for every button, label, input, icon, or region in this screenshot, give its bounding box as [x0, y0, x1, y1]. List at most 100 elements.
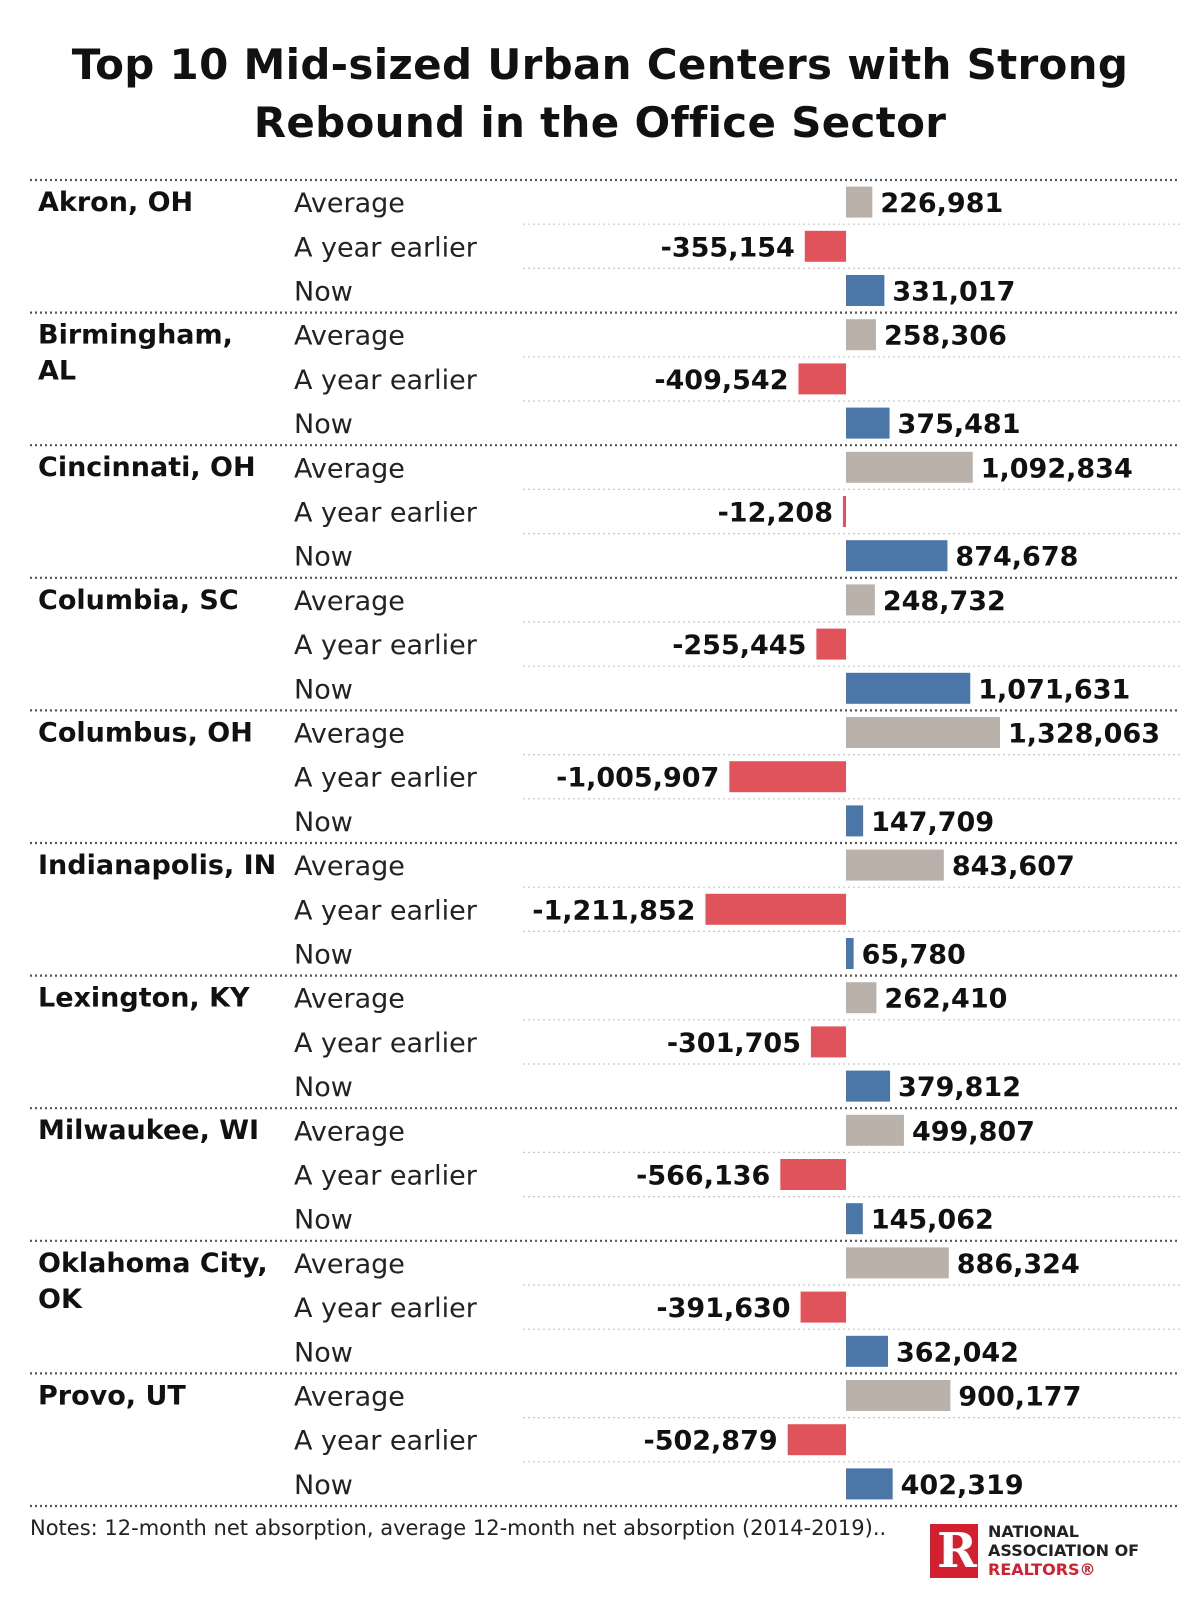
- data-label: 262,410: [884, 984, 1007, 1015]
- group-name: Oklahoma City,: [38, 1248, 268, 1279]
- series-label: A year earlier: [294, 498, 478, 529]
- bar: [816, 628, 846, 660]
- group-name: Columbus, OH: [38, 717, 253, 748]
- data-label: 402,319: [901, 1470, 1024, 1501]
- bar: [846, 186, 873, 218]
- group-name: AL: [38, 356, 76, 387]
- group-name: Milwaukee, WI: [38, 1115, 259, 1146]
- series-label: Now: [294, 940, 353, 971]
- bar: [846, 672, 971, 704]
- data-label: 258,306: [884, 321, 1007, 352]
- logo-line-3: REALTORS®: [988, 1560, 1096, 1579]
- series-label: Average: [294, 188, 405, 219]
- data-label: 226,981: [880, 188, 1003, 219]
- data-label: 499,807: [912, 1116, 1035, 1147]
- bar: [800, 1291, 846, 1323]
- group-name: OK: [38, 1284, 83, 1315]
- bar: [798, 363, 846, 395]
- group-name: Birmingham,: [38, 320, 233, 351]
- bar: [705, 893, 846, 925]
- series-label: Now: [294, 674, 353, 705]
- bar: [846, 319, 876, 351]
- data-label: 375,481: [898, 409, 1021, 440]
- bar: [846, 584, 875, 616]
- chart-notes: Notes: 12-month net absorption, average …: [30, 1516, 887, 1540]
- series-label: Average: [294, 321, 405, 352]
- series-label: A year earlier: [294, 1161, 478, 1192]
- series-label: A year earlier: [294, 630, 478, 661]
- group-name: Columbia, SC: [38, 585, 239, 616]
- series-label: Now: [294, 1470, 353, 1501]
- bar: [846, 1468, 893, 1500]
- data-label: 874,678: [955, 542, 1078, 573]
- series-label: A year earlier: [294, 1293, 478, 1324]
- bar: [846, 451, 973, 483]
- data-label: -1,211,852: [532, 895, 695, 926]
- chart-title: Top 10 Mid-sized Urban Centers with Stro…: [0, 36, 1200, 152]
- data-label: 1,328,063: [1008, 719, 1160, 750]
- data-label: 362,042: [896, 1337, 1019, 1368]
- series-label: Average: [294, 851, 405, 882]
- data-label: 1,092,834: [981, 453, 1133, 484]
- data-label: 65,780: [862, 940, 966, 971]
- bar: [780, 1159, 846, 1190]
- bar: [729, 761, 846, 793]
- bar: [804, 230, 846, 262]
- group-name: Akron, OH: [38, 187, 193, 218]
- bar: [846, 717, 1000, 748]
- series-label: Now: [294, 807, 353, 838]
- bar: [846, 1203, 863, 1235]
- series-label: A year earlier: [294, 895, 478, 926]
- data-label: 1,071,631: [978, 674, 1130, 705]
- series-label: Average: [294, 984, 405, 1015]
- bar: [846, 407, 890, 439]
- chart-title-line-2: Rebound in the Office Sector: [253, 98, 947, 147]
- bar: [787, 1424, 846, 1456]
- data-label: 900,177: [958, 1382, 1081, 1413]
- series-label: A year earlier: [294, 232, 478, 263]
- group-name: Indianapolis, IN: [38, 850, 276, 881]
- data-label: -1,005,907: [556, 763, 719, 794]
- logo-line-2: ASSOCIATION OF: [988, 1541, 1140, 1560]
- bar: [846, 805, 864, 837]
- logo-line-1: NATIONAL: [988, 1522, 1079, 1541]
- data-label: 886,324: [957, 1249, 1080, 1280]
- bar: [846, 275, 885, 306]
- data-label: 145,062: [871, 1205, 994, 1236]
- bar: [843, 496, 846, 527]
- bar: [846, 1114, 904, 1146]
- bar: [846, 1247, 949, 1279]
- series-label: Now: [294, 409, 353, 440]
- group-name: Cincinnati, OH: [38, 452, 256, 483]
- data-label: 248,732: [883, 586, 1006, 617]
- bar: [811, 1026, 846, 1058]
- bar: [846, 1335, 888, 1367]
- series-label: Now: [294, 1337, 353, 1368]
- data-label: -12,208: [718, 498, 833, 529]
- series-label: A year earlier: [294, 1426, 478, 1457]
- series-label: Now: [294, 542, 353, 573]
- nar-logo: R NATIONAL ASSOCIATION OF REALTORS®: [930, 1520, 1180, 1584]
- data-label: 379,812: [898, 1072, 1021, 1103]
- chart-title-line-1: Top 10 Mid-sized Urban Centers with Stro…: [71, 40, 1129, 89]
- bar: [846, 849, 944, 881]
- bar: [846, 540, 948, 572]
- data-label: -255,445: [672, 630, 806, 661]
- nar-logo-mark: R: [930, 1524, 978, 1578]
- series-label: Average: [294, 1249, 405, 1280]
- bar: [846, 1380, 951, 1411]
- bar: [846, 938, 854, 969]
- group-name: Lexington, KY: [38, 983, 250, 1014]
- bar: [846, 982, 877, 1014]
- series-label: A year earlier: [294, 1028, 478, 1059]
- series-label: Average: [294, 719, 405, 750]
- series-label: Average: [294, 586, 405, 617]
- data-label: -355,154: [661, 232, 795, 263]
- series-label: Average: [294, 453, 405, 484]
- nar-logo-text: NATIONAL ASSOCIATION OF REALTORS®: [988, 1522, 1139, 1579]
- data-label: 147,709: [871, 807, 994, 838]
- series-label: Average: [294, 1116, 405, 1147]
- series-label: Now: [294, 277, 353, 308]
- bar: [846, 1070, 891, 1102]
